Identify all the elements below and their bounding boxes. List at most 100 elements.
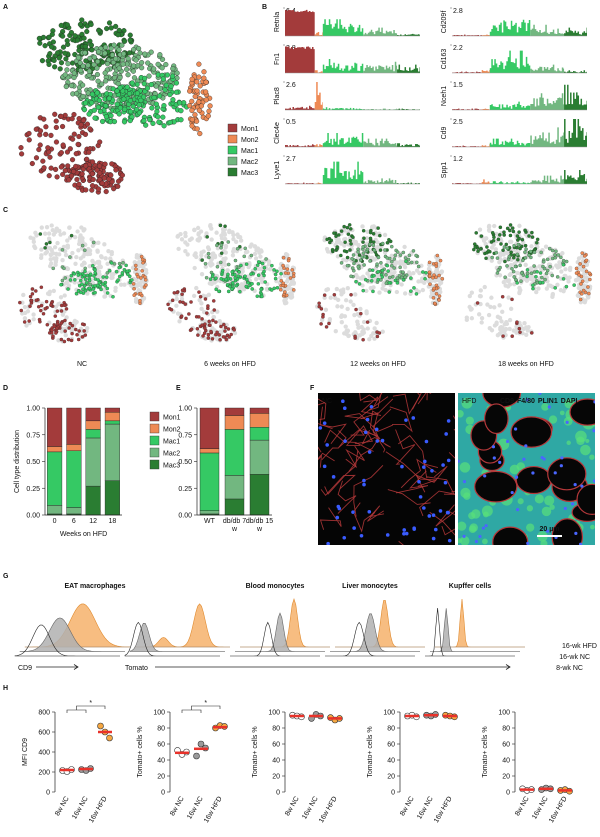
gene-label: Retnla xyxy=(274,12,281,32)
cell-point xyxy=(535,270,538,273)
cell-point xyxy=(65,22,70,27)
expression-track xyxy=(285,10,315,36)
background-cell xyxy=(64,253,68,257)
panel-letter: H xyxy=(3,685,8,692)
cd9-signal xyxy=(590,525,595,530)
histogram xyxy=(430,608,520,651)
background-cell xyxy=(558,264,562,268)
cell-point xyxy=(559,256,562,259)
cell-point xyxy=(112,75,117,80)
cell-point xyxy=(215,244,218,247)
cell-point xyxy=(224,278,227,281)
cell-point xyxy=(256,295,259,298)
cell-point xyxy=(535,241,538,244)
cell-point xyxy=(204,262,207,265)
nucleus xyxy=(457,460,460,463)
sample-label: 16-wk NC xyxy=(559,654,590,661)
background-cell xyxy=(96,250,100,254)
cell-point xyxy=(554,256,557,259)
cell-point xyxy=(562,263,565,266)
umap xyxy=(18,223,149,343)
background-cell xyxy=(336,298,340,302)
nucleus xyxy=(364,431,368,435)
cell-point xyxy=(213,308,216,311)
cell-point xyxy=(91,264,94,267)
background-cell xyxy=(207,247,211,251)
cell-point xyxy=(41,35,46,40)
cd9-signal xyxy=(471,509,480,518)
cell-point xyxy=(231,270,234,273)
cell-point xyxy=(142,52,147,57)
cell-point xyxy=(207,333,210,336)
cell-point xyxy=(69,30,74,35)
background-cell xyxy=(478,228,482,232)
bar-segment xyxy=(225,408,244,415)
cell-point xyxy=(387,238,390,241)
nucleus xyxy=(402,528,406,532)
cell-point xyxy=(110,261,113,264)
x-tick-label: 8w NC xyxy=(514,796,531,818)
cell-point xyxy=(180,293,183,296)
cell-point xyxy=(48,241,51,244)
cell-point xyxy=(50,32,55,37)
cell-point xyxy=(97,140,102,145)
background-cell xyxy=(49,261,53,265)
background-cell xyxy=(98,264,102,268)
cell-point xyxy=(145,86,150,91)
y-tick-label: 1.00 xyxy=(26,406,40,413)
cell-point xyxy=(196,327,199,330)
background-cell xyxy=(31,312,35,316)
background-cell xyxy=(354,241,358,245)
cell-point xyxy=(230,287,233,290)
background-cell xyxy=(559,269,563,273)
bar-segment xyxy=(86,486,101,515)
cell-point xyxy=(76,142,81,147)
cell-point xyxy=(147,74,152,79)
adipocyte xyxy=(516,467,551,494)
expression-track xyxy=(490,102,531,110)
cell-point xyxy=(245,278,248,281)
cell-point xyxy=(219,246,222,249)
cell-point xyxy=(147,117,152,122)
cell-point xyxy=(157,52,162,57)
background-cell xyxy=(487,228,491,232)
cell-point xyxy=(81,118,86,123)
cell-point xyxy=(143,275,146,278)
cd9-signal xyxy=(526,523,534,531)
cell-point xyxy=(517,237,520,240)
nucleus xyxy=(579,543,582,546)
background-cell xyxy=(210,256,214,260)
cell-point xyxy=(543,267,546,270)
cell-point xyxy=(104,26,109,31)
cell-point xyxy=(388,276,391,279)
cell-point xyxy=(351,236,354,239)
cell-point xyxy=(62,267,65,270)
cell-point xyxy=(66,61,71,66)
cell-point xyxy=(177,100,182,105)
background-cell xyxy=(28,236,32,240)
cell-point xyxy=(410,261,413,264)
cell-point xyxy=(82,107,87,112)
cell-point xyxy=(378,331,381,334)
cell-point xyxy=(125,264,128,267)
cell-point xyxy=(390,264,393,267)
cell-point xyxy=(279,288,282,291)
background-cell xyxy=(289,282,293,286)
cell-point xyxy=(495,251,498,254)
nucleus xyxy=(432,537,436,541)
cell-point xyxy=(519,280,522,283)
cell-point xyxy=(379,248,382,251)
cell-point xyxy=(72,75,77,80)
bar-segment xyxy=(47,452,62,506)
cell-point xyxy=(87,112,92,117)
cell-point xyxy=(386,256,389,259)
background-cell xyxy=(52,289,56,293)
cell-point xyxy=(81,94,86,99)
cell-point xyxy=(195,89,200,94)
cell-point xyxy=(526,268,529,271)
cell-point xyxy=(113,262,116,265)
background-cell xyxy=(197,298,201,302)
bar-segment xyxy=(47,447,62,452)
cell-point xyxy=(379,261,382,264)
expression-track xyxy=(315,32,323,36)
